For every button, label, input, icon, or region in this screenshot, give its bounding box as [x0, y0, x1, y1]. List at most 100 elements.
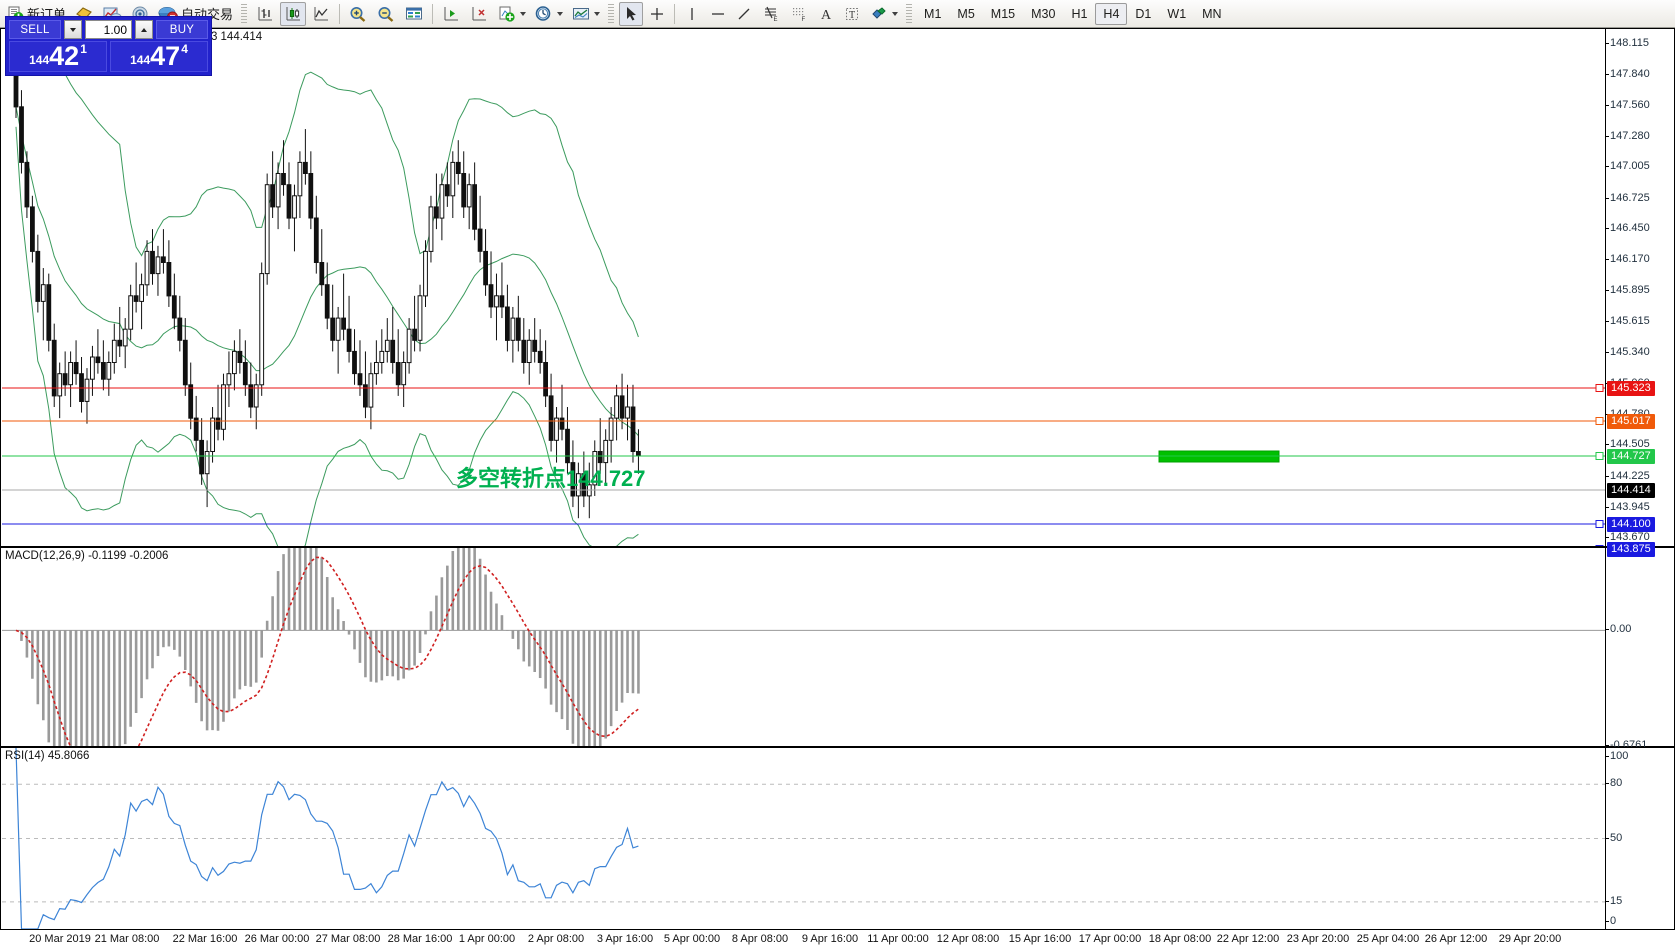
rsi-axis-divider	[1605, 748, 1606, 929]
time-tick-label: 27 Mar 08:00	[315, 933, 381, 945]
price-level-label[interactable]: 145.323	[1607, 381, 1655, 396]
templates-icon[interactable]	[494, 2, 529, 26]
crosshair-icon[interactable]	[645, 2, 669, 26]
buy-price-sup: 4	[181, 42, 188, 56]
sell-price-big: 42	[49, 41, 80, 71]
objects-icon[interactable]	[866, 2, 901, 26]
time-tick-label: 12 Apr 08:00	[936, 933, 1000, 945]
price-tick: 146.450	[1605, 222, 1650, 234]
buy-price-big: 47	[150, 41, 181, 71]
rsi-pane[interactable]: RSI(14) 45.8066 100 80 50 15 0	[0, 747, 1675, 930]
timeframe-w1[interactable]: W1	[1167, 6, 1187, 21]
timeframe-m15[interactable]: M15	[990, 6, 1016, 21]
toolbar-separator-3	[674, 3, 676, 24]
cursor-icon[interactable]	[619, 1, 644, 26]
price-level-label[interactable]: 144.414	[1607, 483, 1655, 498]
buy-price-display[interactable]: 144 47 4	[110, 41, 208, 72]
rsi-chart-svg	[2, 748, 1605, 929]
price-tick: 147.005	[1605, 160, 1650, 172]
macd-title: MACD(12,26,9) -0.1199 -0.2006	[5, 550, 169, 562]
data-window-icon[interactable]	[401, 2, 427, 26]
price-tick: 147.840	[1605, 68, 1650, 80]
fibonacci-icon[interactable]: E	[758, 2, 784, 26]
rsi-tick: 15	[1605, 895, 1622, 907]
candlestick-chart-icon[interactable]	[280, 1, 307, 26]
time-axis: 20 Mar 2019 21 Mar 08:00 22 Mar 16:00 26 Ma…	[0, 930, 1675, 949]
price-tick: 144.225	[1605, 470, 1650, 482]
time-tick-label: 22 Apr 12:00	[1216, 933, 1280, 945]
chevron-down-icon-4[interactable]	[892, 11, 899, 16]
text-icon[interactable]: A	[814, 2, 838, 26]
price-tick: 146.725	[1605, 192, 1650, 204]
indicator-list-icon[interactable]	[568, 2, 603, 26]
channel-icon[interactable]: F	[786, 2, 812, 26]
order-panel-top-row: SELL 1.00 BUY	[6, 17, 211, 40]
time-tick-label: 26 Apr 12:00	[1424, 933, 1488, 945]
sell-price-display[interactable]: 144 42 1	[9, 41, 107, 72]
toolbar-grip[interactable]	[241, 3, 248, 24]
textlabel-icon[interactable]: T	[840, 2, 864, 26]
bar-chart-icon[interactable]	[252, 2, 278, 26]
timeframe-mn[interactable]: MN	[1202, 6, 1222, 21]
price-level-label[interactable]: 143.875	[1607, 542, 1655, 557]
hline-icon[interactable]	[706, 2, 730, 26]
line-chart-icon[interactable]	[308, 2, 334, 26]
time-tick-label: 15 Apr 16:00	[1008, 933, 1072, 945]
chart-area[interactable]: GBPJPY-,H4 144.413 144.414 144.413 144.4…	[0, 28, 1675, 949]
main-toolbar: 新订单 自动交易	[0, 0, 1675, 28]
time-tick-label: 17 Apr 00:00	[1078, 933, 1142, 945]
time-tick-label: 23 Apr 20:00	[1286, 933, 1350, 945]
volume-input[interactable]: 1.00	[85, 20, 132, 39]
chart-annotation-text[interactable]: 多空转折点144.727	[456, 466, 646, 491]
buy-button[interactable]: BUY	[156, 20, 208, 39]
macd-plot[interactable]	[2, 548, 1605, 746]
price-plot[interactable]	[2, 29, 1605, 546]
toolbar-separator-2	[432, 3, 434, 24]
price-tick: 143.670	[1605, 531, 1650, 543]
time-tick-label: 9 Apr 16:00	[801, 933, 859, 945]
timeframe-h4[interactable]: H4	[1095, 2, 1128, 25]
time-tick-label: 25 Apr 04:00	[1356, 933, 1420, 945]
vline-icon[interactable]	[680, 2, 704, 26]
price-pane[interactable]: GBPJPY-,H4 144.413 144.414 144.413 144.4…	[0, 28, 1675, 557]
chart-shift-icon[interactable]	[466, 2, 492, 26]
zoom-in-icon[interactable]	[345, 2, 371, 26]
volume-decrease-button[interactable]	[64, 20, 82, 39]
timeframe-m30[interactable]: M30	[1031, 6, 1056, 21]
time-tick-label: 18 Apr 08:00	[1148, 933, 1212, 945]
rsi-tick: 0	[1605, 915, 1616, 927]
svg-text:F: F	[802, 17, 806, 23]
scroll-end-icon[interactable]	[438, 2, 464, 26]
zoom-out-icon[interactable]	[373, 2, 399, 26]
timeframe-m1[interactable]: M1	[924, 6, 942, 21]
macd-pane[interactable]: MACD(12,26,9) -0.1199 -0.2006 0.48170.00…	[0, 541, 1675, 751]
price-level-label[interactable]: 144.727	[1607, 449, 1655, 464]
rsi-tick: 50	[1605, 832, 1622, 844]
toolbar-grip-3[interactable]	[906, 3, 913, 24]
one-click-trading-panel[interactable]: SELL 1.00 BUY 144 42 1 144 47 4	[5, 16, 212, 76]
timeframe-h1[interactable]: H1	[1071, 6, 1088, 21]
price-level-label[interactable]: 145.017	[1607, 414, 1655, 429]
toolbar-grip-2[interactable]	[608, 3, 615, 24]
time-tick-label: 28 Mar 16:00	[387, 933, 453, 945]
volume-increase-button[interactable]	[135, 20, 153, 39]
price-tick: 145.340	[1605, 346, 1650, 358]
sell-button[interactable]: SELL	[9, 20, 61, 39]
chevron-down-icon-2[interactable]	[557, 11, 564, 16]
price-level-label[interactable]: 144.100	[1607, 517, 1655, 532]
time-tick-label: 2 Apr 08:00	[527, 933, 585, 945]
timeframe-d1[interactable]: D1	[1135, 6, 1152, 21]
timeframe-m5[interactable]: M5	[957, 6, 975, 21]
chevron-down-icon-3[interactable]	[594, 11, 601, 16]
price-tick: 146.170	[1605, 253, 1650, 265]
sell-price-sup: 1	[80, 42, 87, 56]
chevron-down-icon[interactable]	[520, 11, 527, 16]
trendline-icon[interactable]	[732, 2, 756, 26]
rsi-plot[interactable]	[2, 748, 1605, 929]
period-icon[interactable]	[531, 2, 566, 26]
price-tick: 147.280	[1605, 130, 1650, 142]
svg-text:A: A	[821, 8, 832, 23]
svg-text:T: T	[849, 10, 855, 21]
price-tick: 144.505	[1605, 438, 1650, 450]
time-tick-label: 8 Apr 08:00	[731, 933, 789, 945]
